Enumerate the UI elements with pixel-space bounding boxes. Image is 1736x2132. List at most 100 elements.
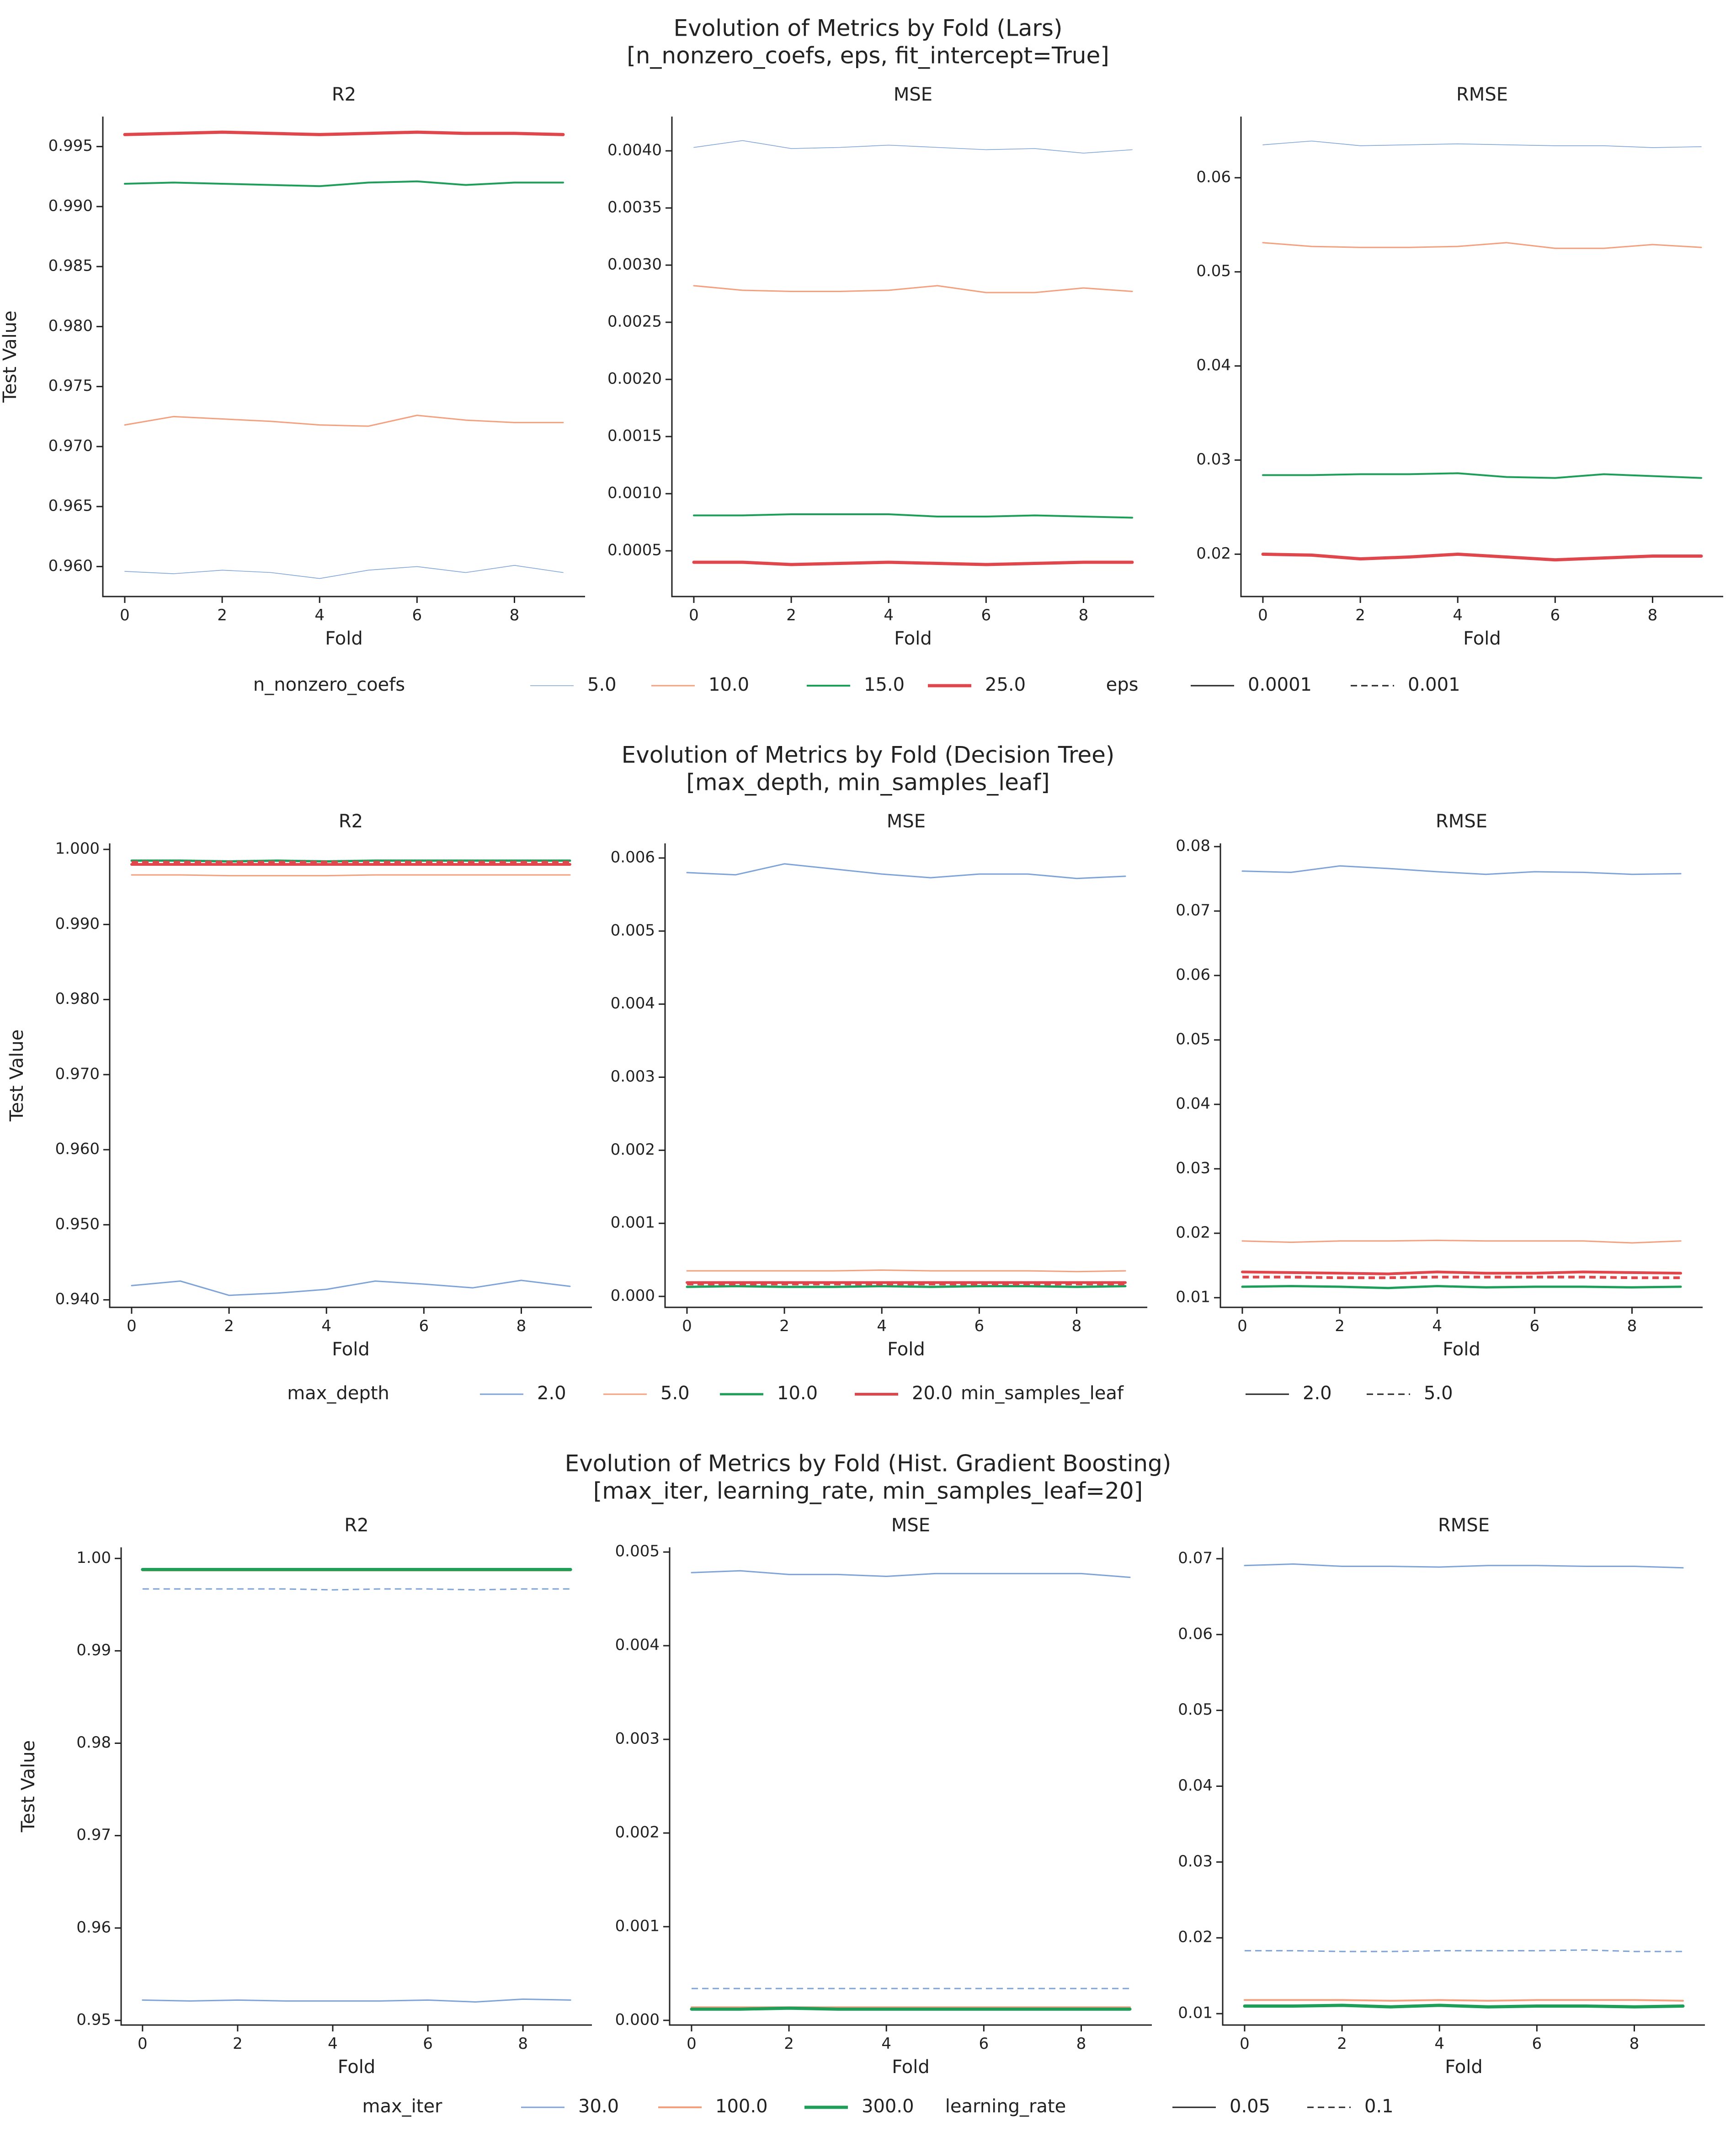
y-tick-label: 0.0005	[607, 541, 662, 560]
y-tick-label: 0.97	[76, 1826, 111, 1844]
x-tick-label: 0	[1240, 2035, 1250, 2053]
x-tick-label: 8	[518, 2035, 528, 2053]
x-tick-label: 8	[1629, 2035, 1640, 2053]
x-tick-label: 4	[881, 2035, 891, 2053]
series-line-25.0-solid	[1261, 552, 1703, 562]
x-tick-label: 2	[1355, 606, 1365, 624]
y-tick-label: 0.001	[615, 1917, 660, 1935]
y-tick-label: 0.980	[48, 317, 93, 335]
series-line-5.0-solid	[686, 1269, 1126, 1273]
x-axis-label: Fold	[325, 628, 363, 649]
x-tick-label: 0	[687, 2035, 697, 2053]
x-tick-label: 2	[233, 2035, 243, 2053]
y-tick-label: 0.03	[1176, 1159, 1210, 1177]
x-tick-label: 6	[1532, 2035, 1542, 2053]
y-tick-label: 0.06	[1178, 1625, 1213, 1643]
x-tick-label: 6	[975, 1317, 985, 1335]
legend-label: 2.0	[537, 1383, 566, 1404]
x-axis-label: Fold	[1445, 2057, 1483, 2078]
x-tick-label: 0	[682, 1317, 692, 1335]
y-tick-label: 0.08	[1176, 837, 1210, 855]
x-axis-label: Fold	[1463, 628, 1501, 649]
axes-frame	[1219, 843, 1703, 1308]
series-line-10.0-solid	[693, 285, 1133, 293]
y-axis-label: Test Value	[18, 1740, 39, 1833]
x-tick-label: 8	[1648, 606, 1658, 624]
panel-title: R2	[332, 84, 356, 105]
panel-mse: MSE 0.000 0.001 0.002 0.003 0.004 0.005 0 2 4 6 8 Fo…	[615, 1515, 1152, 2078]
y-tick-label: 0.98	[76, 1733, 111, 1752]
panel-title: MSE	[887, 811, 926, 832]
y-tick-label: 0.99	[76, 1641, 111, 1659]
x-tick-label: 2	[1337, 2035, 1347, 2053]
x-tick-label: 0	[127, 1317, 137, 1335]
x-tick-label: 8	[510, 606, 520, 624]
y-tick-label: 0.003	[611, 1067, 655, 1086]
series-line-2.0-solid	[1241, 865, 1682, 875]
x-tick-label: 2	[217, 606, 227, 624]
x-tick-label: 6	[423, 2035, 433, 2053]
y-tick-label: 0.0020	[607, 370, 662, 388]
x-tick-label: 4	[1434, 2035, 1444, 2053]
y-tick-label: 0.07	[1178, 1549, 1213, 1567]
panel-title: RMSE	[1438, 1515, 1490, 1536]
x-axis-label: Fold	[1443, 1339, 1480, 1360]
y-tick-label: 0.04	[1196, 356, 1231, 374]
series-line-30.0-dashed	[1245, 1949, 1683, 1952]
series-line-5.0-solid	[124, 565, 564, 579]
y-tick-label: 0.005	[611, 921, 655, 939]
x-tick-label: 8	[1079, 606, 1089, 624]
x-tick-label: 4	[877, 1317, 887, 1335]
series-line-15.0-solid	[693, 513, 1133, 519]
panel-mse: MSE 0.000 0.001 0.002 0.003 0.004 0.005 0.006 0 2…	[611, 811, 1147, 1360]
x-axis-label: Fold	[332, 1339, 370, 1360]
x-tick-label: 4	[328, 2035, 338, 2053]
legend: max_depth 2.0 5.0 10.0 20.0 min_samples_leaf 2…	[287, 1383, 1453, 1404]
legend-hue-title: max_iter	[362, 2096, 443, 2117]
x-tick-label: 4	[1432, 1317, 1442, 1335]
legend-label: 5.0	[1424, 1383, 1453, 1404]
x-tick-label: 0	[1258, 606, 1268, 624]
axes-frame	[1240, 117, 1723, 597]
series-line-10.0-solid	[130, 859, 571, 863]
panel-title: R2	[339, 811, 363, 832]
y-tick-label: 0.965	[48, 497, 93, 515]
x-axis-label: Fold	[887, 1339, 925, 1360]
panel-mse: MSE 0.0005 0.0010 0.0015 0.0020 0.0025 0.0030 0…	[607, 84, 1154, 649]
panel-rmse: RMSE 0.02 0.03 0.04 0.05 0.06 0 2 4 6 8 Fold	[1196, 84, 1723, 649]
y-tick-label: 0.96	[76, 1918, 111, 1936]
axes-frame	[120, 1547, 592, 2026]
y-tick-label: 0.006	[611, 848, 655, 866]
y-tick-label: 0.07	[1176, 901, 1210, 920]
legend-label: 10.0	[777, 1383, 818, 1404]
legend-label: 100.0	[715, 2096, 768, 2117]
y-tick-label: 0.06	[1196, 168, 1231, 186]
chart-dtree: Evolution of Metrics by Fold (Decision T…	[6, 742, 1703, 1404]
panel-r2: R2 0.960 0.965 0.970 0.975 0.980 0.985 0.990 0.9…	[0, 84, 585, 649]
series-line-10.0-solid	[686, 1285, 1127, 1288]
y-tick-label: 0.03	[1196, 450, 1231, 469]
legend-label: 0.05	[1230, 2096, 1270, 2117]
y-tick-label: 0.002	[615, 1823, 660, 1841]
x-tick-label: 0	[689, 606, 699, 624]
y-tick-label: 0.01	[1178, 2004, 1213, 2022]
series-line-30.0-solid	[1244, 1563, 1684, 1569]
y-tick-label: 0.975	[48, 377, 93, 395]
x-tick-label: 2	[784, 2035, 794, 2053]
y-tick-label: 0.0010	[607, 484, 662, 502]
series-line-15.0-solid	[1262, 472, 1702, 479]
axes-frame	[669, 1547, 1152, 2026]
chart-lars: Evolution of Metrics by Fold (Lars)[n_no…	[0, 15, 1723, 695]
axes-frame	[1222, 1547, 1705, 2026]
legend-label: 15.0	[864, 674, 905, 695]
y-tick-label: 0.940	[55, 1290, 100, 1308]
legend-hue-title: n_nonzero_coefs	[253, 674, 405, 695]
legend-label: 300.0	[862, 2096, 914, 2117]
axes-frame	[671, 117, 1154, 597]
series-line-20.0-dashed	[1242, 1275, 1681, 1279]
panel-r2: R2 0.95 0.96 0.97 0.98 0.99 1.00 0 2 4 6 8 Fold Test …	[18, 1515, 592, 2078]
x-tick-label: 4	[314, 606, 325, 624]
y-tick-label: 0.0025	[607, 313, 662, 331]
y-tick-label: 0.0040	[607, 141, 662, 160]
x-tick-label: 8	[1072, 1317, 1082, 1335]
